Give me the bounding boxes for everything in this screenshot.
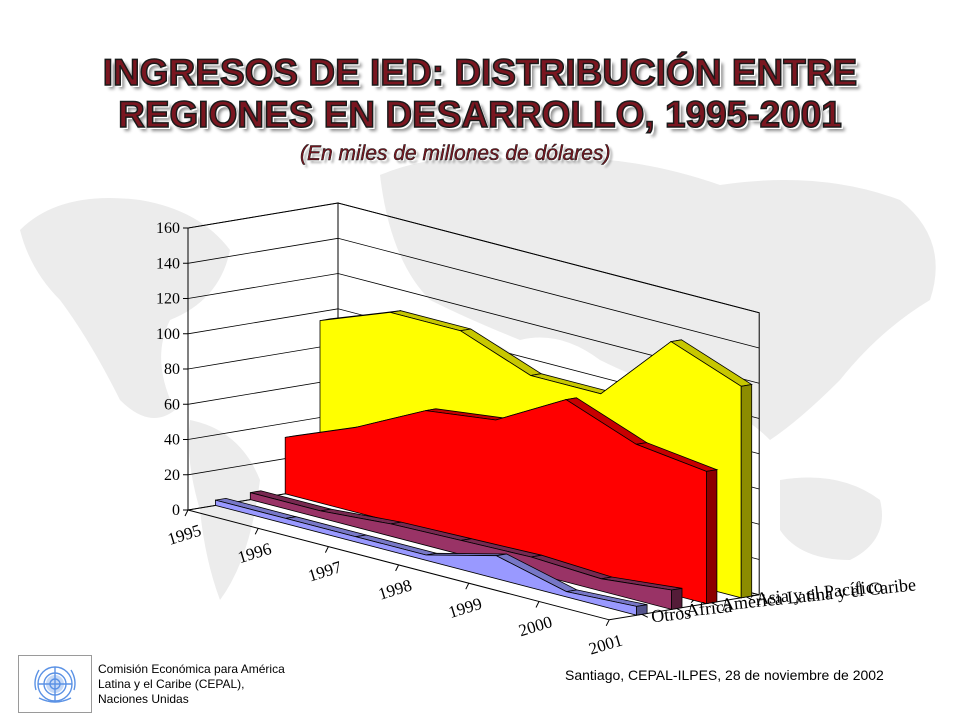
- x-tick-mark: [254, 528, 259, 535]
- x-tick-label: 1999: [446, 594, 484, 622]
- org-line-2: Latina y el Caribe (CEPAL),: [98, 677, 245, 691]
- series-front-face: [214, 499, 637, 616]
- y-tick-label: 60: [164, 396, 180, 413]
- x-tick-mark: [605, 619, 610, 627]
- x-tick-mark: [184, 509, 189, 517]
- gridline: [187, 273, 760, 384]
- depth-tick-mark: [676, 608, 683, 612]
- x-tick-mark: [465, 582, 470, 590]
- x-tick-label: 1996: [236, 539, 274, 567]
- series-otros: [214, 497, 648, 616]
- series-end-face: [740, 384, 753, 599]
- series-end-face: [706, 469, 718, 605]
- y-tick-label: 80: [164, 361, 180, 378]
- x-tick-label: 1995: [165, 521, 203, 549]
- chart-series: [214, 310, 753, 616]
- gridline: [187, 202, 760, 314]
- y-tick-label: 20: [164, 467, 180, 484]
- y-tick-label: 140: [156, 255, 180, 272]
- x-tick-label: 1997: [306, 557, 345, 585]
- y-tick-label: 160: [156, 220, 180, 237]
- x-tick-label: 2001: [587, 630, 625, 658]
- organization-name: Comisión Económica para América Latina y…: [98, 662, 318, 707]
- un-emblem-icon: [34, 666, 76, 703]
- series-africa: [249, 490, 683, 610]
- series-latin_america: [284, 397, 719, 605]
- chart-subtitle: (En miles de millones de dólares): [300, 142, 611, 166]
- series-end-face: [636, 604, 648, 616]
- series-label: África: [685, 595, 733, 621]
- place-date-footer: Santiago, CEPAL-ILPES, 28 de noviembre d…: [565, 667, 884, 683]
- x-tick-label: 1998: [376, 576, 414, 604]
- gridline: [187, 237, 760, 349]
- depth-tick-mark: [746, 596, 753, 601]
- y-tick-label: 0: [172, 502, 180, 519]
- series-label: Otros: [650, 602, 692, 626]
- x-tick-mark: [324, 546, 329, 553]
- x-tick-mark: [395, 564, 400, 572]
- title-line-1: INGRESOS DE IED: DISTRIBUCIÓN ENTRE: [102, 51, 858, 94]
- depth-tick-mark: [641, 613, 649, 618]
- x-tick-mark: [535, 601, 540, 608]
- x-tick-label: 2000: [516, 612, 554, 640]
- title-line-2: REGIONES EN DESARROLLO, 1995-2001: [117, 93, 842, 136]
- y-tick-label: 100: [156, 326, 180, 343]
- y-tick-label: 40: [164, 432, 180, 449]
- series-end-face: [671, 587, 683, 610]
- y-axis: 0 20 40 60 80 100 120 140 160: [156, 220, 189, 519]
- y-tick-label: 120: [156, 291, 180, 308]
- depth-tick-mark: [711, 602, 718, 607]
- org-line-3: Naciones Unidas: [98, 692, 189, 706]
- un-emblem-logo: [18, 655, 92, 713]
- org-line-1: Comisión Económica para América: [98, 662, 285, 676]
